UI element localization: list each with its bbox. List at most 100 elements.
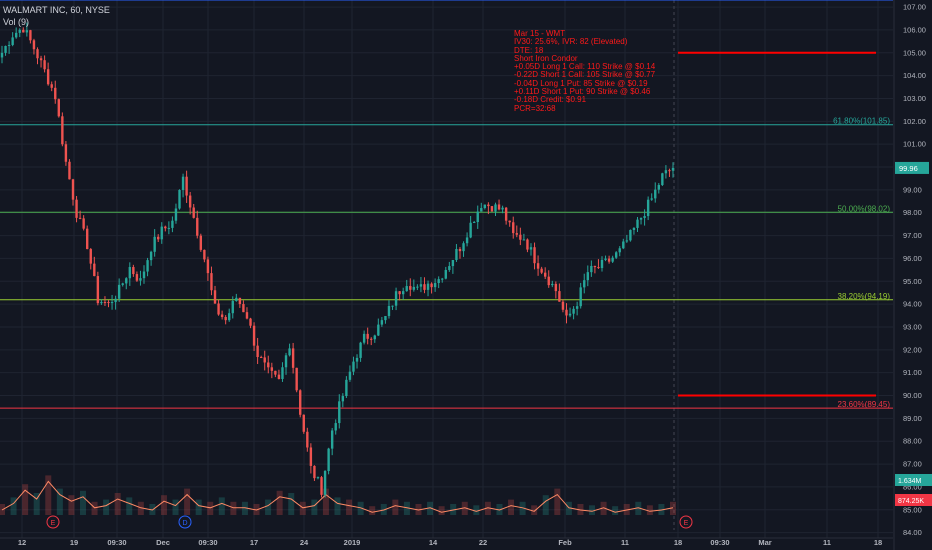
candle-body[interactable]: [132, 267, 135, 275]
event-marker[interactable]: [46, 515, 60, 529]
candle-body[interactable]: [128, 267, 132, 279]
candle-body[interactable]: [192, 207, 195, 218]
candle-body[interactable]: [380, 320, 384, 325]
candle-body[interactable]: [185, 176, 188, 196]
volume-legend[interactable]: Vol (9): [3, 17, 30, 27]
candle-body[interactable]: [164, 226, 167, 229]
candle-body[interactable]: [245, 312, 249, 319]
candle-body[interactable]: [455, 249, 458, 260]
candle-body[interactable]: [394, 291, 398, 306]
candle-body[interactable]: [405, 286, 408, 292]
candle-body[interactable]: [125, 278, 128, 284]
candle-body[interactable]: [472, 222, 476, 224]
candle-body[interactable]: [540, 268, 543, 273]
candle-body[interactable]: [64, 144, 68, 162]
candle-body[interactable]: [75, 199, 78, 218]
candle-body[interactable]: [341, 396, 345, 402]
candle-body[interactable]: [57, 99, 61, 117]
candle-body[interactable]: [259, 357, 263, 359]
candle-body[interactable]: [437, 279, 440, 284]
candle-body[interactable]: [22, 29, 25, 33]
candle-body[interactable]: [199, 235, 203, 250]
candle-body[interactable]: [267, 362, 270, 368]
candle-body[interactable]: [313, 465, 316, 479]
candle-body[interactable]: [117, 284, 121, 299]
candle-body[interactable]: [593, 265, 597, 268]
candle-body[interactable]: [579, 287, 582, 307]
candle-body[interactable]: [398, 291, 401, 295]
candle-body[interactable]: [277, 374, 281, 379]
candle-body[interactable]: [451, 259, 455, 267]
price-axis[interactable]: 107.00 106.00 105.00 104.00 103.00 102.00 101.…: [893, 0, 932, 550]
candle-body[interactable]: [419, 284, 423, 287]
candle-body[interactable]: [519, 234, 522, 240]
candle-body[interactable]: [650, 198, 653, 200]
candle-body[interactable]: [618, 248, 621, 253]
candle-body[interactable]: [334, 423, 337, 431]
candle-body[interactable]: [458, 249, 462, 252]
candle-body[interactable]: [61, 116, 64, 145]
candle-body[interactable]: [536, 263, 540, 269]
candle-body[interactable]: [157, 236, 160, 240]
candle-body[interactable]: [270, 367, 274, 371]
candle-body[interactable]: [483, 204, 487, 209]
fib-levels[interactable]: 78.60%(107.31) 61.80%(101.85) 50.00%(98.02…: [0, 0, 893, 409]
candle-body[interactable]: [302, 414, 305, 432]
candle-body[interactable]: [68, 161, 71, 180]
candle-body[interactable]: [167, 227, 171, 229]
candle-body[interactable]: [643, 216, 646, 218]
candle-body[interactable]: [352, 361, 355, 372]
candle-body[interactable]: [373, 335, 376, 340]
candle-body[interactable]: [469, 222, 472, 238]
candle-body[interactable]: [476, 211, 479, 223]
candle-body[interactable]: [139, 278, 142, 281]
candle-body[interactable]: [295, 367, 298, 391]
candle-body[interactable]: [103, 301, 107, 303]
candle-body[interactable]: [543, 272, 547, 277]
candle-body[interactable]: [607, 258, 611, 262]
candle-body[interactable]: [142, 271, 146, 279]
candle-body[interactable]: [235, 297, 238, 302]
candle-body[interactable]: [146, 260, 149, 272]
candle-body[interactable]: [533, 247, 536, 264]
candle-body[interactable]: [281, 367, 284, 379]
candle-body[interactable]: [565, 309, 568, 316]
candle-body[interactable]: [572, 308, 575, 314]
candle-body[interactable]: [181, 176, 185, 190]
candle-body[interactable]: [639, 217, 643, 220]
candle-body[interactable]: [100, 301, 103, 304]
candle-body[interactable]: [11, 37, 14, 45]
candle-body[interactable]: [15, 32, 18, 38]
candle-body[interactable]: [206, 259, 210, 274]
candle-body[interactable]: [82, 218, 85, 229]
candle-body[interactable]: [93, 263, 96, 277]
candle-body[interactable]: [433, 283, 437, 288]
candle-body[interactable]: [664, 170, 668, 174]
candle-body[interactable]: [249, 318, 252, 326]
candle-body[interactable]: [448, 266, 451, 270]
candle-body[interactable]: [561, 301, 565, 310]
candle-body[interactable]: [39, 58, 43, 61]
candle-body[interactable]: [327, 448, 330, 472]
candle-body[interactable]: [370, 338, 373, 340]
candle-body[interactable]: [497, 204, 501, 210]
candle-body[interactable]: [465, 237, 469, 244]
candle-body[interactable]: [114, 298, 117, 303]
candle-body[interactable]: [7, 44, 11, 46]
candle-body[interactable]: [320, 477, 323, 495]
candle-body[interactable]: [362, 333, 366, 343]
candle-body[interactable]: [217, 303, 220, 315]
candle-body[interactable]: [661, 173, 664, 186]
event-marker[interactable]: [178, 515, 192, 529]
candle-body[interactable]: [178, 189, 181, 209]
candle-body[interactable]: [494, 204, 497, 212]
candle-body[interactable]: [89, 249, 92, 264]
candle-body[interactable]: [0, 52, 4, 58]
candle-body[interactable]: [203, 249, 206, 260]
candle-body[interactable]: [515, 233, 518, 235]
candle-body[interactable]: [274, 370, 277, 375]
candle-body[interactable]: [149, 251, 153, 261]
candle-body[interactable]: [160, 226, 163, 240]
event-marker[interactable]: [679, 515, 693, 529]
